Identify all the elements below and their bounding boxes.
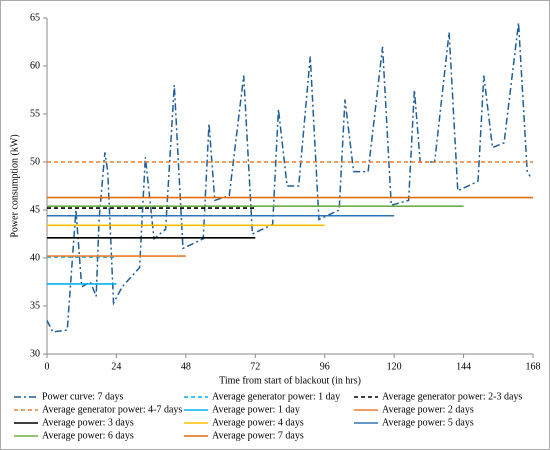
- y-tick-label: 65: [30, 12, 40, 23]
- legend-label: Average generator power: 2-3 days: [382, 391, 522, 402]
- legend-label: Average power: 4 days: [212, 417, 304, 428]
- y-tick-label: 55: [30, 108, 40, 119]
- y-tick-label: 60: [30, 60, 40, 71]
- x-tick-label: 120: [387, 361, 402, 372]
- legend-label: Power curve: 7 days: [42, 391, 123, 402]
- x-tick-label: 96: [320, 361, 330, 372]
- legend-label: Average power: 7 days: [212, 430, 304, 441]
- legend-label: Average generator power: 1 day: [212, 391, 340, 402]
- legend-label: Average power: 1 day: [212, 404, 300, 415]
- x-axis-label: Time from start of blackout (in hrs): [219, 375, 361, 386]
- legend-label: Average power: 3 days: [42, 417, 134, 428]
- series-line: [46, 22, 531, 333]
- y-tick-label: 30: [30, 348, 40, 359]
- x-tick-label: 48: [181, 361, 191, 372]
- x-tick-label: 168: [526, 361, 541, 372]
- y-axis-label: Power consumption (kW): [9, 134, 20, 237]
- legend-label: Average power: 2 days: [382, 404, 474, 415]
- x-tick-label: 24: [111, 361, 121, 372]
- y-tick-label: 35: [30, 300, 40, 311]
- x-tick-label: 0: [45, 361, 50, 372]
- x-tick-label: 72: [250, 361, 260, 372]
- y-tick-label: 45: [30, 204, 40, 215]
- y-tick-label: 40: [30, 252, 40, 263]
- y-tick-label: 50: [30, 156, 40, 167]
- legend-label: Average generator power: 4-7 days: [42, 404, 182, 415]
- legend-label: Average power: 5 days: [382, 417, 474, 428]
- legend-label: Average power: 6 days: [42, 430, 134, 441]
- x-tick-label: 144: [456, 361, 471, 372]
